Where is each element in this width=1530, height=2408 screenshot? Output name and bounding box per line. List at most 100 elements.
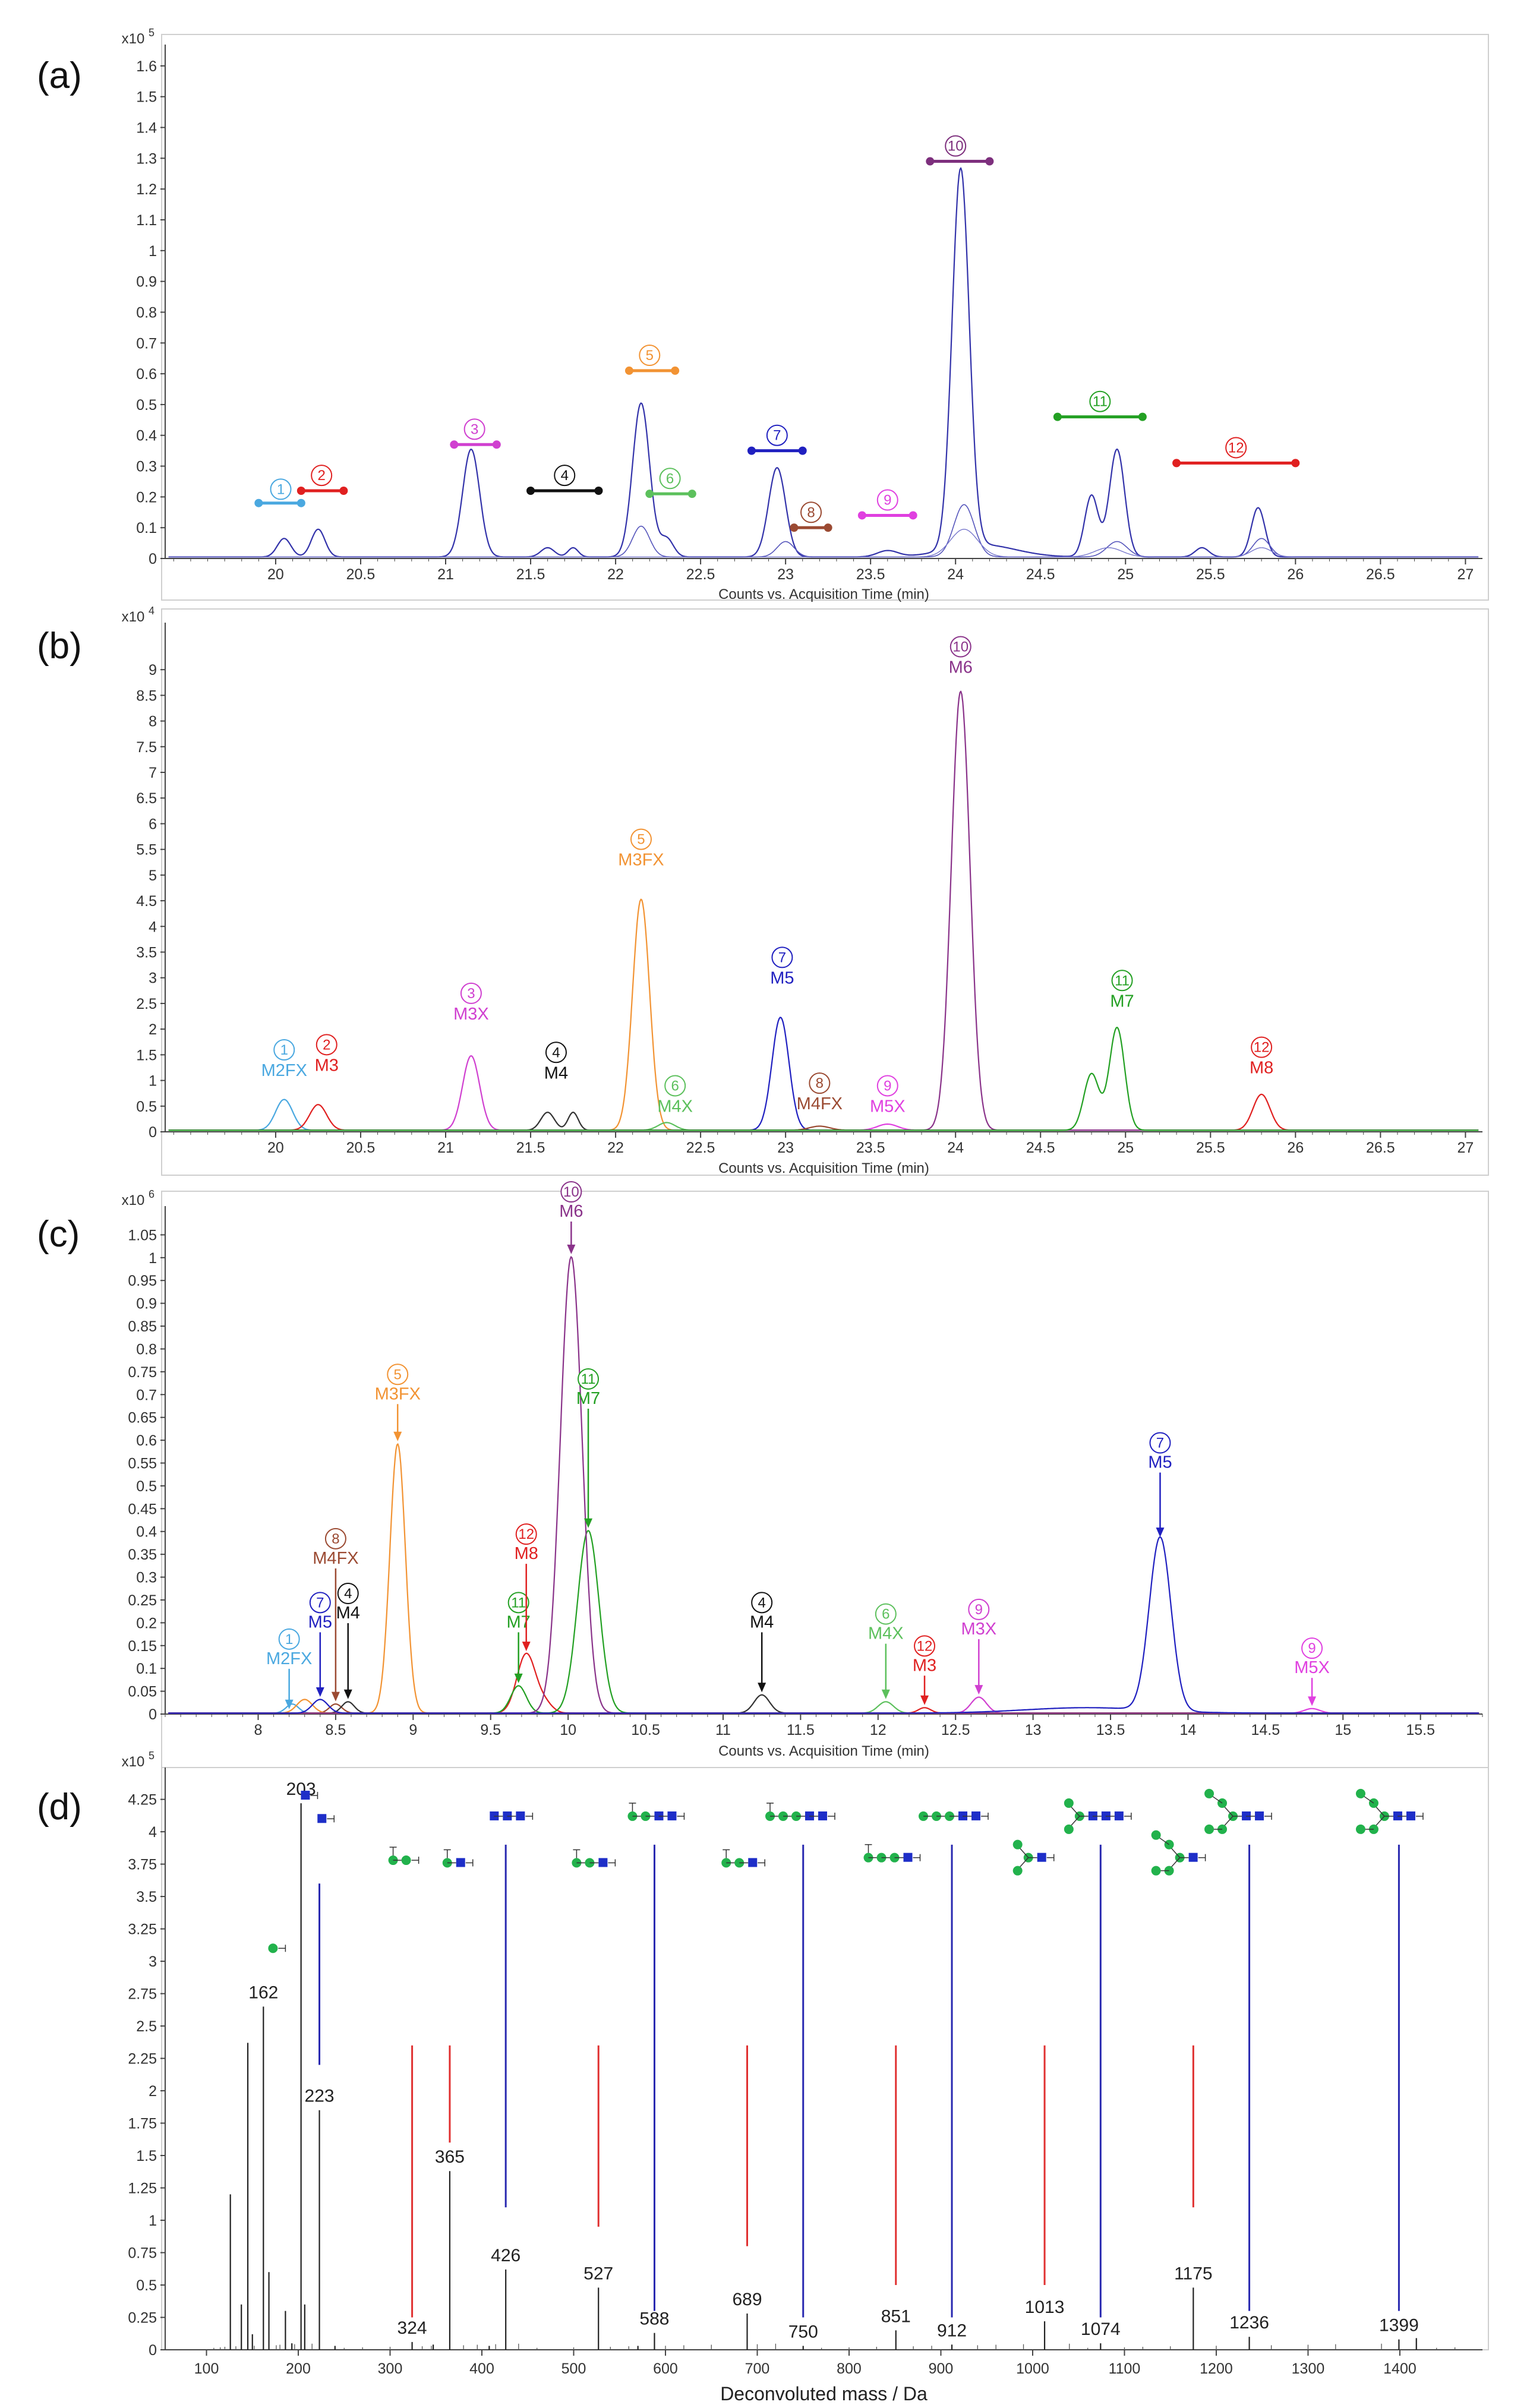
y-tick-label: 0.85 bbox=[128, 1318, 157, 1335]
x-tick-label: 300 bbox=[378, 2360, 403, 2377]
y-tick-label: 1.5 bbox=[136, 1047, 157, 1063]
range-end-dot bbox=[926, 157, 935, 166]
y-tick-label: 1.2 bbox=[136, 181, 157, 198]
peak-number-circle bbox=[507, 1592, 529, 1614]
range-end-dot bbox=[624, 366, 633, 375]
peak-mass-label: 365 bbox=[435, 2147, 465, 2167]
y-tick-label: 4.25 bbox=[128, 1792, 157, 1809]
pointer-arrowhead bbox=[584, 1518, 593, 1528]
y-tick-label: 1 bbox=[149, 1250, 157, 1267]
hexose-circle bbox=[1204, 1824, 1214, 1834]
hexose-circle bbox=[1012, 1866, 1023, 1876]
y-tick-label: 1.5 bbox=[136, 2148, 157, 2164]
peak-name: M6 bbox=[949, 658, 973, 677]
peak-number: 12 bbox=[1254, 1040, 1270, 1056]
x-tick-label: 15.5 bbox=[1406, 1722, 1435, 1738]
y-tick-label: 0.65 bbox=[128, 1410, 157, 1427]
y-tick-label: 0.35 bbox=[128, 1547, 157, 1563]
peak-name: M5 bbox=[308, 1612, 332, 1631]
x-tick-label: 22.5 bbox=[686, 1140, 715, 1156]
trace-m5 bbox=[168, 1536, 1479, 1714]
y-tick-label: 1 bbox=[149, 243, 157, 260]
range-end-dot bbox=[450, 440, 459, 449]
range-end-dot bbox=[1053, 412, 1062, 421]
y-tick-label: 3.75 bbox=[128, 1857, 157, 1873]
y-tick-label: 2.5 bbox=[136, 2018, 157, 2035]
x-tick-label: 1300 bbox=[1292, 2360, 1325, 2377]
hexose-circle bbox=[1204, 1788, 1214, 1798]
range-end-dot bbox=[798, 446, 807, 455]
peak-name: M4FX bbox=[313, 1549, 358, 1568]
peak-number: 6 bbox=[666, 471, 674, 487]
y-tick-label: 6 bbox=[149, 816, 157, 832]
trace-m2fx bbox=[168, 1703, 1479, 1714]
peak-name: M3 bbox=[913, 1656, 936, 1675]
hexnac-square bbox=[1406, 1811, 1415, 1820]
peak-number-circle bbox=[630, 828, 652, 850]
peak-marker-7: 7M5 bbox=[1148, 1432, 1172, 1538]
y-multiplier-base: x10 bbox=[122, 609, 149, 625]
peak-marker-6: 6 bbox=[645, 468, 696, 498]
pointer-arrowhead bbox=[920, 1695, 929, 1705]
range-end-dot bbox=[594, 487, 603, 495]
peak-number: 11 bbox=[1093, 394, 1108, 410]
peak-number-circle bbox=[1225, 437, 1247, 459]
y-tick-label: 0.25 bbox=[128, 2310, 157, 2327]
peak-number: 12 bbox=[917, 1638, 933, 1654]
peak-number: 4 bbox=[344, 1586, 352, 1602]
y-tick-label: 4 bbox=[149, 1824, 157, 1841]
y-tick-label: 2.75 bbox=[128, 1986, 157, 2003]
peak-number-circle bbox=[1301, 1637, 1323, 1659]
panel-label: (c) bbox=[37, 1214, 80, 1255]
peak-name: M5 bbox=[1148, 1453, 1172, 1472]
y-tick-label: 8 bbox=[149, 714, 157, 730]
x-tick-label: 8 bbox=[254, 1722, 263, 1738]
x-tick-label: 24 bbox=[947, 566, 964, 583]
peak-mass-label: 1399 bbox=[1379, 2316, 1419, 2336]
peak-name: M7 bbox=[1110, 992, 1134, 1011]
pointer-arrowhead bbox=[343, 1689, 352, 1699]
range-end-dot bbox=[908, 511, 917, 520]
peak-name: M3FX bbox=[618, 851, 664, 870]
range-end-dot bbox=[296, 487, 305, 495]
peak-number: 4 bbox=[552, 1044, 560, 1061]
peak-number: 8 bbox=[816, 1075, 824, 1091]
y-tick-label: 1.4 bbox=[136, 120, 157, 137]
glycan-structure bbox=[268, 1943, 286, 1953]
y-tick-label: 0.2 bbox=[136, 489, 157, 506]
peak-name: M4 bbox=[336, 1604, 360, 1623]
pointer-arrowhead bbox=[758, 1683, 766, 1693]
peak-number: 8 bbox=[332, 1531, 339, 1547]
peak-number-circle bbox=[664, 1075, 686, 1097]
trace-tic-overlay-3 bbox=[168, 529, 1479, 558]
peak-number-circle bbox=[337, 1583, 359, 1604]
peak-number-circle bbox=[324, 1528, 346, 1549]
y-tick-label: 5.5 bbox=[136, 842, 157, 859]
peak-mass-label: 1236 bbox=[1229, 2313, 1269, 2333]
x-tick-label: 24 bbox=[947, 1140, 964, 1156]
hexnac-square bbox=[301, 1791, 310, 1800]
range-end-dot bbox=[1172, 459, 1181, 468]
y-tick-label: 0 bbox=[149, 2342, 157, 2359]
pointer-arrowhead bbox=[285, 1699, 294, 1709]
x-axis-title: Deconvoluted mass / Da bbox=[720, 2383, 928, 2404]
x-tick-label: 25.5 bbox=[1196, 1140, 1225, 1156]
range-end-dot bbox=[1291, 459, 1300, 468]
y-tick-label: 0.5 bbox=[136, 2277, 157, 2294]
x-tick-label: 20.5 bbox=[346, 1140, 376, 1156]
y-tick-label: 0.9 bbox=[136, 1296, 157, 1312]
y-tick-label: 3 bbox=[149, 1953, 157, 1970]
hexose-circle bbox=[1355, 1824, 1365, 1834]
x-tick-label: 14 bbox=[1180, 1722, 1197, 1738]
y-tick-label: 0.2 bbox=[136, 1615, 157, 1631]
x-tick-label: 25 bbox=[1117, 566, 1134, 583]
panel-b: (b)00.511.522.533.544.555.566.577.588.59… bbox=[37, 605, 1489, 1176]
peak-mass-label: 324 bbox=[398, 2318, 427, 2338]
y-tick-label: 5 bbox=[149, 867, 157, 884]
